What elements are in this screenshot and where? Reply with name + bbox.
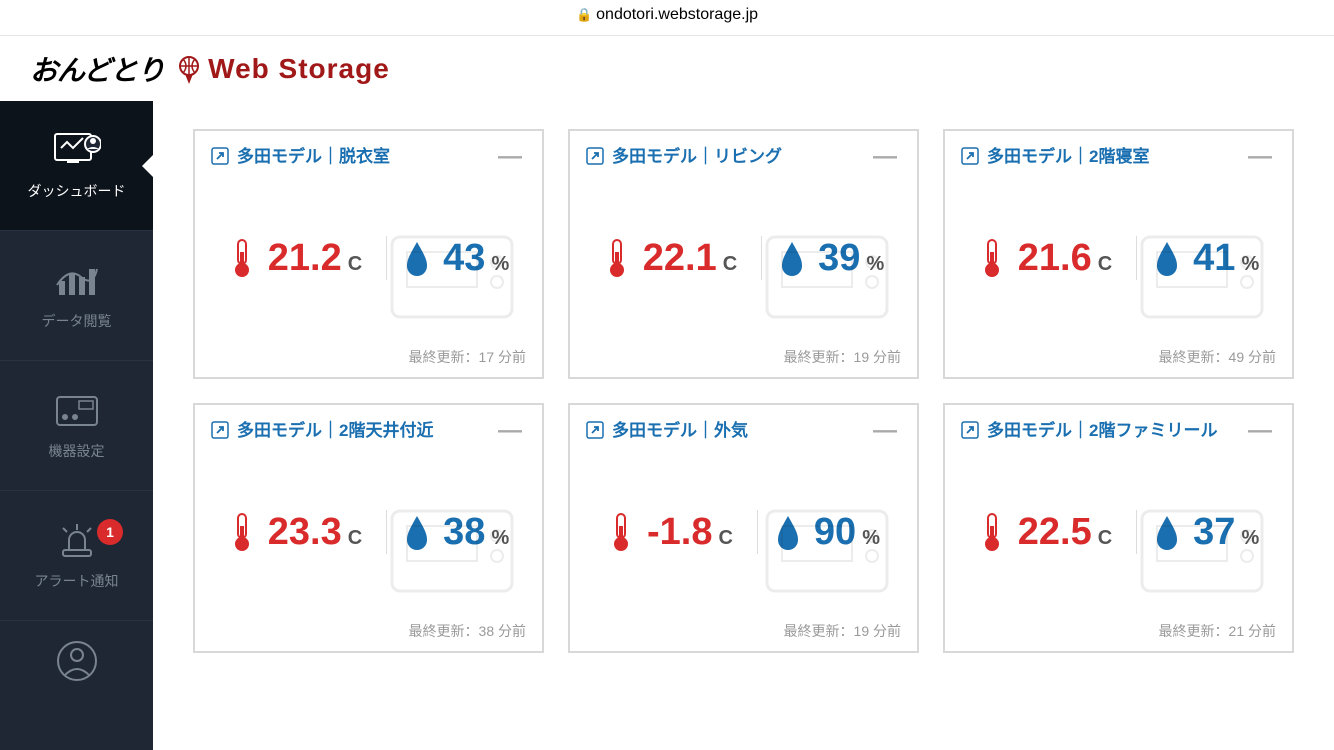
temperature-reading: 22.1 C <box>643 237 745 280</box>
main-layout: ダッシュボード データ閲覧 機器設定 1 アラート通知 <box>0 101 1334 750</box>
content-area: 多田モデル｜脱衣室 — 21.2 C 43 % 最終更新：17 分前 <box>153 101 1334 750</box>
last-update-value: 49 分前 <box>1229 349 1276 365</box>
last-update-label: 最終更新： <box>409 623 479 639</box>
nav-alerts-label: アラート通知 <box>35 571 119 591</box>
device-bg-icon <box>382 501 522 601</box>
last-update-value: 38 分前 <box>479 623 526 639</box>
card-title: 多田モデル｜2階天井付近 <box>237 419 494 443</box>
last-update-label: 最終更新： <box>1159 623 1229 639</box>
sensor-grid: 多田モデル｜脱衣室 — 21.2 C 43 % 最終更新：17 分前 <box>193 129 1294 653</box>
card-header: 多田モデル｜外気 — <box>570 405 917 453</box>
device-bg-icon <box>1132 501 1272 601</box>
dashboard-icon <box>53 131 101 171</box>
last-update-value: 19 分前 <box>854 623 901 639</box>
last-update-value: 17 分前 <box>479 349 526 365</box>
card-footer: 最終更新：38 分前 <box>195 611 542 651</box>
url-text: ondotori.webstorage.jp <box>596 6 758 23</box>
nav-dashboard-label: ダッシュボード <box>28 181 126 201</box>
card-body: 22.1 C 39 % <box>570 179 917 337</box>
thermometer-icon <box>603 238 631 278</box>
expand-icon[interactable] <box>211 147 229 165</box>
expand-icon[interactable] <box>586 147 604 165</box>
temperature-reading: 22.5 C <box>1018 511 1120 554</box>
thermometer-icon <box>978 512 1006 552</box>
card-body: 21.6 C 41 % <box>945 179 1292 337</box>
url-bar: 🔒 ondotori.webstorage.jp <box>0 0 1334 30</box>
collapse-button[interactable]: — <box>869 145 901 169</box>
card-header: 多田モデル｜2階ファミリール — <box>945 405 1292 453</box>
temperature-reading: 21.6 C <box>1018 237 1120 280</box>
nav-dashboard[interactable]: ダッシュボード <box>0 101 153 231</box>
card-title: 多田モデル｜外気 <box>612 419 869 443</box>
card-body: 23.3 C 38 % <box>195 453 542 611</box>
collapse-button[interactable]: — <box>869 419 901 443</box>
card-footer: 最終更新：19 分前 <box>570 337 917 377</box>
card-title: 多田モデル｜2階寝室 <box>987 145 1244 169</box>
device-icon <box>53 391 101 431</box>
sidebar: ダッシュボード データ閲覧 機器設定 1 アラート通知 <box>0 101 153 750</box>
sensor-card[interactable]: 多田モデル｜脱衣室 — 21.2 C 43 % 最終更新：17 分前 <box>193 129 544 379</box>
sensor-card[interactable]: 多田モデル｜2階ファミリール — 22.5 C 37 % 最終更新：21 分前 <box>943 403 1294 653</box>
sensor-card[interactable]: 多田モデル｜リビング — 22.1 C 39 % 最終更新：19 分前 <box>568 129 919 379</box>
temperature-reading: 23.3 C <box>268 511 370 554</box>
card-header: 多田モデル｜2階天井付近 — <box>195 405 542 453</box>
card-title: 多田モデル｜リビング <box>612 145 869 169</box>
card-body: 22.5 C 37 % <box>945 453 1292 611</box>
sensor-card[interactable]: 多田モデル｜2階寝室 — 21.6 C 41 % 最終更新：49 分前 <box>943 129 1294 379</box>
brand-logo-2: Web Storage <box>208 53 390 85</box>
thermometer-icon <box>607 512 635 552</box>
card-title: 多田モデル｜脱衣室 <box>237 145 494 169</box>
collapse-button[interactable]: — <box>1244 419 1276 443</box>
nav-device-settings[interactable]: 機器設定 <box>0 361 153 491</box>
nav-alerts[interactable]: 1 アラート通知 <box>0 491 153 621</box>
thermometer-icon <box>228 512 256 552</box>
last-update-value: 21 分前 <box>1229 623 1276 639</box>
sensor-card[interactable]: 多田モデル｜2階天井付近 — 23.3 C 38 % 最終更新：38 分前 <box>193 403 544 653</box>
card-header: 多田モデル｜リビング — <box>570 131 917 179</box>
expand-icon[interactable] <box>586 421 604 439</box>
nav-data-view-label: データ閲覧 <box>42 311 112 331</box>
last-update-value: 19 分前 <box>854 349 901 365</box>
card-header: 多田モデル｜脱衣室 — <box>195 131 542 179</box>
card-header: 多田モデル｜2階寝室 — <box>945 131 1292 179</box>
globe-icon <box>174 54 204 84</box>
chart-icon <box>53 261 101 301</box>
device-bg-icon <box>757 227 897 327</box>
collapse-button[interactable]: — <box>1244 145 1276 169</box>
expand-icon[interactable] <box>961 147 979 165</box>
device-bg-icon <box>1132 227 1272 327</box>
last-update-label: 最終更新： <box>784 623 854 639</box>
device-bg-icon <box>382 227 522 327</box>
collapse-button[interactable]: — <box>494 419 526 443</box>
nav-data-view[interactable]: データ閲覧 <box>0 231 153 361</box>
nav-profile[interactable] <box>0 621 153 711</box>
expand-icon[interactable] <box>961 421 979 439</box>
card-body: 21.2 C 43 % <box>195 179 542 337</box>
expand-icon[interactable] <box>211 421 229 439</box>
card-body: -1.8 C 90 % <box>570 453 917 611</box>
card-footer: 最終更新：17 分前 <box>195 337 542 377</box>
collapse-button[interactable]: — <box>494 145 526 169</box>
card-footer: 最終更新：21 分前 <box>945 611 1292 651</box>
profile-icon <box>53 641 101 681</box>
siren-icon <box>53 521 101 561</box>
brand-logo-1: おんどとり <box>30 49 164 89</box>
alert-badge: 1 <box>97 519 123 545</box>
thermometer-icon <box>228 238 256 278</box>
thermometer-icon <box>978 238 1006 278</box>
sensor-card[interactable]: 多田モデル｜外気 — -1.8 C 90 % 最終更新：19 分前 <box>568 403 919 653</box>
nav-device-settings-label: 機器設定 <box>49 441 105 461</box>
lock-icon: 🔒 <box>576 7 592 22</box>
last-update-label: 最終更新： <box>784 349 854 365</box>
last-update-label: 最終更新： <box>1159 349 1229 365</box>
logo-bar: おんどとり Web Storage <box>0 36 1334 101</box>
device-bg-icon <box>757 501 897 601</box>
temperature-reading: -1.8 C <box>647 511 741 554</box>
temperature-reading: 21.2 C <box>268 237 370 280</box>
card-footer: 最終更新：19 分前 <box>570 611 917 651</box>
last-update-label: 最終更新： <box>409 349 479 365</box>
card-title: 多田モデル｜2階ファミリール <box>987 419 1244 443</box>
card-footer: 最終更新：49 分前 <box>945 337 1292 377</box>
